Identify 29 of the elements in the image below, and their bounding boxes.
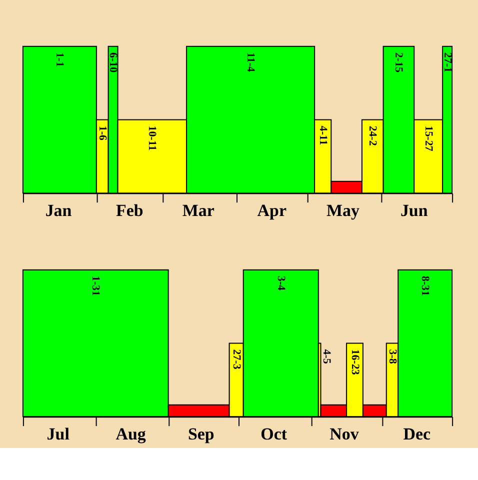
annotation: 1-31 — [90, 276, 102, 296]
x-tick-label: Nov — [330, 424, 360, 444]
annotation: 8-31 — [419, 276, 432, 296]
annotation: 15-27 — [422, 126, 434, 152]
x-tick-label: Aug — [116, 424, 146, 444]
x-tick-label: Dec — [403, 424, 431, 444]
annotation: 3-4 — [274, 276, 287, 292]
x-tick-label: Mar — [182, 201, 215, 220]
x-tick-label: Apr — [257, 201, 287, 220]
annotation: 4-11 — [316, 126, 329, 146]
x-tick-label: Jul — [46, 424, 70, 444]
annotation: 1-6 — [96, 126, 108, 141]
annotation: 11-4 — [244, 52, 257, 72]
x-tick-label: Oct — [260, 424, 288, 444]
x-tick-label: Sep — [188, 424, 214, 444]
annotation: 10-11 — [146, 126, 158, 151]
x-tick-label: Feb — [116, 201, 144, 220]
annotation: 16-23 — [348, 349, 361, 376]
annotation: 4-5 — [320, 349, 333, 364]
annotation: 24-2 — [366, 126, 379, 146]
annotation: 3-8 — [386, 349, 398, 364]
x-tick-label: May — [326, 201, 360, 220]
annotation: 1-1 — [54, 52, 66, 67]
annotation: 2-15 — [392, 52, 405, 73]
annotation: 27-1 — [441, 52, 454, 72]
annotation: 27-3 — [230, 349, 242, 370]
x-tick-label: Jun — [400, 201, 428, 220]
annotation: 6-10 — [107, 52, 120, 73]
x-tick-label: Jan — [45, 201, 72, 220]
